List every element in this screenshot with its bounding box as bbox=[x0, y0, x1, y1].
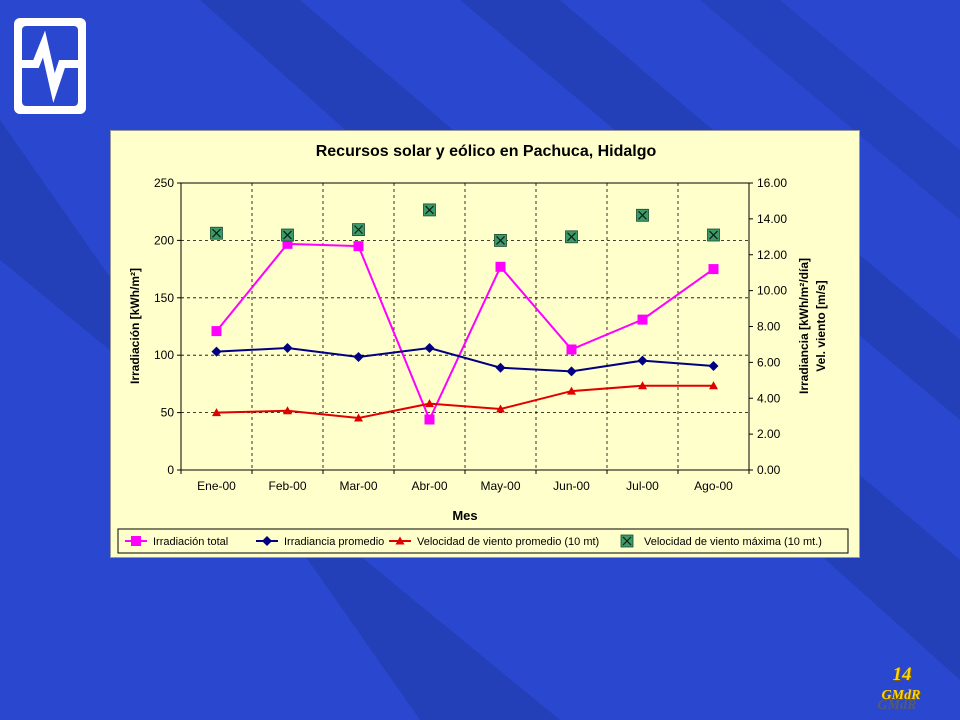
legend-marker bbox=[262, 536, 272, 546]
data-point bbox=[352, 223, 365, 237]
x-tick-label: Jul-00 bbox=[626, 479, 659, 493]
data-point bbox=[566, 366, 577, 377]
data-point-cross bbox=[283, 230, 292, 240]
data-point-cross bbox=[709, 230, 718, 240]
series-2 bbox=[211, 343, 719, 377]
chart-panel: Recursos solar y eólico en Pachuca, Hida… bbox=[110, 130, 860, 558]
data-point bbox=[354, 413, 363, 422]
series-line bbox=[216, 347, 714, 373]
series-line bbox=[216, 384, 714, 419]
data-point-cross bbox=[212, 228, 221, 238]
legend-marker bbox=[131, 536, 141, 546]
data-point bbox=[283, 406, 292, 415]
data-point-cross bbox=[496, 235, 505, 245]
data-point bbox=[212, 408, 221, 417]
left-tick-label: 250 bbox=[154, 176, 174, 190]
x-tick-label: Ene-00 bbox=[197, 479, 236, 493]
data-point bbox=[709, 381, 718, 390]
data-point-cross bbox=[354, 225, 363, 235]
series-1 bbox=[211, 238, 719, 425]
data-point bbox=[708, 360, 719, 371]
data-point bbox=[636, 208, 649, 222]
right-tick-label: 12.00 bbox=[757, 248, 787, 262]
data-point bbox=[566, 344, 577, 355]
data-point bbox=[494, 234, 507, 247]
left-tick-label: 100 bbox=[154, 348, 174, 362]
footer-brand: GMdR bbox=[881, 688, 921, 703]
legend-marker-cross bbox=[622, 536, 632, 546]
footer-brand-shadow: GMdR bbox=[877, 698, 917, 713]
left-tick-label: 200 bbox=[154, 233, 174, 247]
data-point bbox=[567, 386, 576, 395]
legend-marker bbox=[395, 536, 405, 545]
x-tick-label: May-00 bbox=[480, 479, 520, 493]
left-tick-label: 0 bbox=[167, 463, 174, 477]
legend-marker bbox=[620, 534, 634, 548]
x-tick-label: Abr-00 bbox=[411, 479, 447, 493]
right-tick-label: 10.00 bbox=[757, 284, 787, 298]
data-point bbox=[211, 346, 222, 357]
left-tick-label: 50 bbox=[161, 406, 175, 420]
slide-number: 14 bbox=[892, 664, 912, 685]
legend-entry: Velocidad de viento promedio (10 mt) bbox=[417, 536, 599, 548]
data-point bbox=[282, 238, 293, 249]
data-point bbox=[424, 414, 435, 425]
x-tick-label: Feb-00 bbox=[268, 479, 306, 493]
data-point bbox=[638, 381, 647, 390]
background-stripe bbox=[700, 0, 960, 220]
x-tick-label: Jun-00 bbox=[553, 479, 590, 493]
right-tick-label: 6.00 bbox=[757, 355, 781, 369]
y-axis-left-label: Irradiación [kWh/m²] bbox=[128, 268, 142, 384]
data-point bbox=[281, 228, 294, 242]
data-point bbox=[496, 404, 505, 413]
data-point bbox=[495, 261, 506, 272]
legend-box bbox=[117, 528, 849, 554]
series-4 bbox=[210, 203, 720, 247]
data-point-cross bbox=[638, 210, 647, 220]
data-point bbox=[425, 399, 434, 408]
x-axis: Ene-00 Feb-00 Mar-00 Abr-00 May-00 Jun-00 Jul-… bbox=[180, 470, 750, 493]
data-point bbox=[282, 343, 293, 354]
right-tick-label: 4.00 bbox=[757, 391, 781, 405]
right-tick-label: 8.00 bbox=[757, 320, 781, 334]
data-point bbox=[211, 326, 222, 337]
data-point bbox=[637, 355, 648, 366]
left-y-axis: 0 50 100 150 200 250 bbox=[154, 176, 181, 477]
data-point bbox=[565, 230, 578, 244]
left-tick-label: 150 bbox=[154, 291, 174, 305]
legend-entry: Irradiación total bbox=[153, 536, 228, 548]
x-axis-label: Mes bbox=[452, 508, 477, 523]
right-tick-label: 14.00 bbox=[757, 212, 787, 226]
legend-entry: Irradiancia promedio bbox=[284, 536, 384, 548]
y-axis-right-label-viento: Vel. viento [m/s] bbox=[814, 280, 828, 371]
legend: Irradiación total Irradiancia promedio Vel… bbox=[125, 534, 822, 548]
series-line bbox=[215, 242, 715, 422]
data-point-cross bbox=[425, 205, 434, 215]
data-point bbox=[637, 314, 648, 325]
data-point bbox=[353, 351, 364, 362]
data-point-cross bbox=[567, 232, 576, 242]
data-point bbox=[210, 226, 223, 240]
chart-title: Recursos solar y eólico en Pachuca, Hida… bbox=[316, 143, 657, 160]
right-tick-label: 16.00 bbox=[757, 176, 787, 190]
data-point bbox=[707, 228, 720, 242]
line-chart: Recursos solar y eólico en Pachuca, Hida… bbox=[117, 143, 849, 554]
x-tick-label: Mar-00 bbox=[339, 479, 377, 493]
right-tick-label: 0.00 bbox=[757, 463, 781, 477]
data-point bbox=[495, 362, 506, 373]
y-axis-right-label-irradiancia: Irradiancia [kWh/m²/día] bbox=[797, 258, 811, 394]
right-tick-label: 2.00 bbox=[757, 427, 781, 441]
series-layer bbox=[210, 203, 720, 425]
series-3 bbox=[212, 381, 718, 422]
grid-lines bbox=[181, 183, 749, 470]
data-point bbox=[708, 264, 719, 275]
data-point bbox=[423, 203, 436, 217]
company-logo bbox=[14, 18, 86, 114]
data-point bbox=[424, 343, 435, 354]
legend-entry: Velocidad de viento máxima (10 mt.) bbox=[644, 536, 822, 548]
x-tick-label: Ago-00 bbox=[694, 479, 733, 493]
data-point bbox=[353, 241, 364, 252]
right-y-axis: 0.00 2.00 4.00 6.00 8.00 10.00 12.00 14.00 16.00 bbox=[749, 176, 787, 477]
